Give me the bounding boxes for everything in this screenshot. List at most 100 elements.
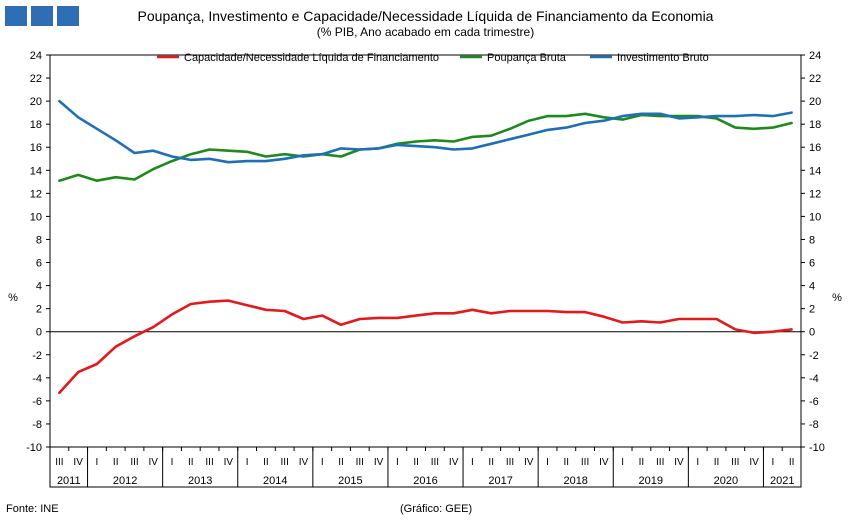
quarter-label: I [696, 457, 699, 468]
year-label: 2020 [714, 475, 738, 487]
year-label: 2021 [770, 475, 794, 487]
y-tick-label-left: -6 [32, 396, 42, 408]
quarter-label: III [356, 457, 364, 468]
y-tick-label-right: 2 [809, 304, 815, 316]
quarter-label: I [396, 457, 399, 468]
y-tick-label-right: -6 [809, 396, 819, 408]
y-tick-label-left: 20 [30, 96, 42, 108]
y-tick-label-right: 16 [809, 142, 821, 154]
quarter-label: II [338, 457, 344, 468]
logo-block [31, 6, 53, 26]
y-tick-label-left: 2 [36, 304, 42, 316]
y-axis-label-left: % [8, 292, 18, 304]
chart-subtitle: (% PIB, Ano acabado em cada trimestre) [316, 25, 535, 39]
y-tick-label-right: 12 [809, 188, 821, 200]
quarter-label: IV [524, 457, 534, 468]
logo-block [57, 6, 79, 26]
year-label: 2017 [488, 475, 512, 487]
year-label: 2014 [263, 475, 287, 487]
y-tick-label-left: 18 [30, 119, 42, 131]
quarter-label: IV [149, 457, 159, 468]
year-label: 2013 [188, 475, 212, 487]
gee-logo [5, 6, 79, 26]
quarter-label: I [246, 457, 249, 468]
quarter-label: III [581, 457, 589, 468]
y-tick-label-left: 16 [30, 142, 42, 154]
quarter-label: I [471, 457, 474, 468]
quarter-label: I [771, 457, 774, 468]
y-tick-label-right: 18 [809, 119, 821, 131]
quarter-label: IV [299, 457, 309, 468]
quarter-label: II [789, 457, 795, 468]
y-tick-label-right: 20 [809, 96, 821, 108]
chart-title: Poupança, Investimento e Capacidade/Nece… [137, 8, 714, 24]
quarter-label: I [96, 457, 99, 468]
series-line-capacidade [58, 299, 793, 395]
quarter-label: II [639, 457, 645, 468]
quarter-label: IV [224, 457, 234, 468]
quarter-label: III [431, 457, 439, 468]
quarter-label: III [281, 457, 289, 468]
chart-credit: (Gráfico: GEE) [400, 503, 473, 515]
quarter-label: III [205, 457, 213, 468]
y-tick-label-right: 22 [809, 73, 821, 85]
quarter-label: IV [374, 457, 384, 468]
quarter-label: II [113, 457, 119, 468]
source-note: Fonte: INE [6, 503, 59, 515]
y-axis-label-right: % [832, 292, 842, 304]
quarter-label: III [55, 457, 63, 468]
quarter-label: II [564, 457, 570, 468]
y-tick-label-left: -8 [32, 419, 42, 431]
logo-block [5, 6, 27, 26]
quarter-label: II [263, 457, 269, 468]
year-label: 2015 [338, 475, 362, 487]
legend-label-capacidade: Capacidade/Necessidade Líquida de Financ… [184, 52, 439, 64]
y-tick-label-right: 0 [809, 327, 815, 339]
y-tick-label-right: 6 [809, 258, 815, 270]
y-tick-label-left: -4 [32, 373, 42, 385]
series-line-investimento [58, 99, 793, 164]
quarter-label: IV [599, 457, 609, 468]
year-label: 2019 [639, 475, 663, 487]
quarter-label: III [506, 457, 514, 468]
year-label: 2012 [113, 475, 137, 487]
quarter-label: I [321, 457, 324, 468]
y-tick-label-right: -4 [809, 373, 819, 385]
y-tick-label-left: 4 [36, 281, 42, 293]
y-tick-label-left: 14 [30, 165, 42, 177]
y-tick-label-right: 14 [809, 165, 821, 177]
quarter-label: III [656, 457, 664, 468]
year-label: 2016 [413, 475, 437, 487]
y-tick-label-left: 24 [30, 50, 42, 62]
y-tick-label-left: -10 [26, 442, 42, 454]
y-tick-label-right: 4 [809, 281, 815, 293]
legend-label-investimento: Investimento Bruto [617, 52, 709, 64]
y-tick-label-right: 8 [809, 234, 815, 246]
quarter-label: I [621, 457, 624, 468]
y-tick-label-left: 0 [36, 327, 42, 339]
quarter-label: IV [674, 457, 684, 468]
quarter-label: II [488, 457, 494, 468]
y-tick-label-left: 22 [30, 73, 42, 85]
legend-label-poupanca: Poupança Bruta [487, 52, 567, 64]
y-tick-label-left: 12 [30, 188, 42, 200]
quarter-label: IV [749, 457, 759, 468]
y-tick-label-left: 10 [30, 211, 42, 223]
quarter-label: II [714, 457, 720, 468]
y-tick-label-right: 24 [809, 50, 821, 62]
y-tick-label-left: 8 [36, 234, 42, 246]
year-label: 2018 [563, 475, 587, 487]
quarter-label: II [413, 457, 419, 468]
quarter-label: IV [73, 457, 83, 468]
quarter-label: III [130, 457, 138, 468]
y-tick-label-right: -8 [809, 419, 819, 431]
y-tick-label-left: 6 [36, 258, 42, 270]
quarter-label: I [546, 457, 549, 468]
quarter-label: III [731, 457, 739, 468]
year-label: 2011 [57, 475, 81, 487]
quarter-label: IV [449, 457, 459, 468]
quarter-label: II [188, 457, 194, 468]
quarter-label: I [171, 457, 174, 468]
y-tick-label-left: -2 [32, 350, 42, 362]
